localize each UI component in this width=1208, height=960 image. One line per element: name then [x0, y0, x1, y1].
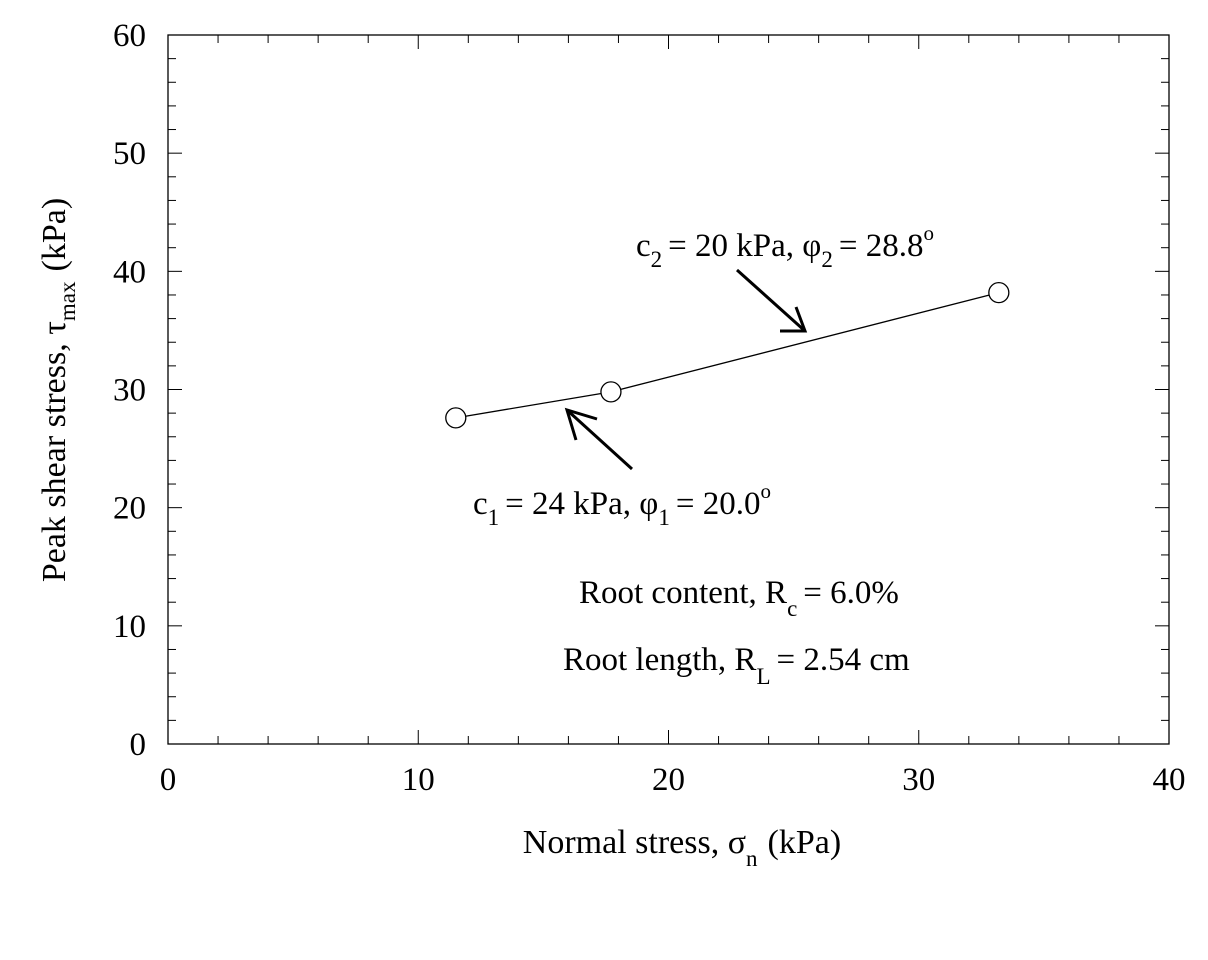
y-tick-label: 50: [113, 136, 146, 172]
annotation-segment-1: c1 = 24 kPa, φ1 = 20.0o: [473, 479, 771, 530]
annotation-segment-2-mid: = 20 kPa, φ: [668, 228, 821, 264]
data-layer: [445, 281, 1010, 429]
annotation-segment-1-c: c: [473, 486, 488, 522]
root-content-end: = 6.0%: [803, 575, 899, 611]
annotation-segment-2-end: = 28.8: [839, 228, 924, 264]
root-length-main: Root length, R: [563, 642, 756, 678]
annotation-segment-2: c2 = 20 kPa, φ2 = 28.8o: [636, 221, 934, 272]
root-length-sub: L: [756, 664, 770, 689]
y-axis-title: Peak shear stress, τmax (kPa): [36, 198, 80, 582]
root-length-end: = 2.54 cm: [777, 642, 911, 678]
annotation-segment-1-deg: o: [760, 479, 771, 503]
y-tick-label: 0: [130, 727, 147, 763]
root-content-label: Root content, Rc = 6.0%: [579, 575, 899, 621]
x-axis-title-unit: (kPa): [768, 824, 842, 861]
data-point: [988, 281, 1010, 304]
annotation-segment-2-deg: o: [923, 221, 934, 245]
axis-tick-labels: 0 10 20 30 40 0 10 20 30 40 50 60: [113, 18, 1186, 798]
annotation-segment-2-c-sub: 2: [651, 247, 663, 272]
y-tick-label: 10: [113, 609, 146, 645]
annotation-segment-2-c: c: [636, 228, 651, 264]
annotation-segment-1-c-sub: 1: [488, 505, 500, 530]
x-tick-label: 30: [902, 762, 935, 798]
root-length-label: Root length, RL = 2.54 cm: [563, 642, 910, 689]
y-tick-label: 20: [113, 491, 146, 527]
x-tick-label: 20: [652, 762, 685, 798]
annotation-segment-2-phi-sub: 2: [821, 247, 833, 272]
y-axis-title-main: Peak shear stress, τ: [36, 321, 73, 582]
data-point: [600, 381, 622, 403]
x-axis-title-sub: n: [746, 846, 758, 871]
annotation-segment-1-mid: = 24 kPa, φ: [505, 486, 658, 522]
arrow-to-segment-2: [735, 268, 808, 333]
x-axis-title: Normal stress, σn (kPa): [523, 824, 841, 871]
y-axis-title-sub: max: [55, 281, 80, 321]
x-tick-label: 40: [1153, 762, 1186, 798]
root-content-main: Root content, R: [579, 575, 787, 611]
arrow-to-segment-1: [564, 407, 634, 471]
y-tick-label: 40: [113, 254, 146, 290]
plot-frame: [167, 34, 1170, 745]
root-content-sub: c: [787, 596, 797, 621]
x-tick-label: 0: [160, 762, 177, 798]
axis-ticks: [167, 34, 1170, 745]
y-axis-title-unit: (kPa): [36, 198, 73, 272]
data-point: [445, 407, 467, 429]
series-line: [455, 291, 999, 419]
x-axis-title-main: Normal stress, σ: [523, 824, 746, 861]
x-tick-label: 10: [402, 762, 435, 798]
y-tick-label: 30: [113, 373, 146, 409]
y-tick-label: 60: [113, 18, 146, 54]
annotation-segment-1-phi-sub: 1: [658, 505, 670, 530]
annotation-segment-1-end: = 20.0: [676, 486, 761, 522]
